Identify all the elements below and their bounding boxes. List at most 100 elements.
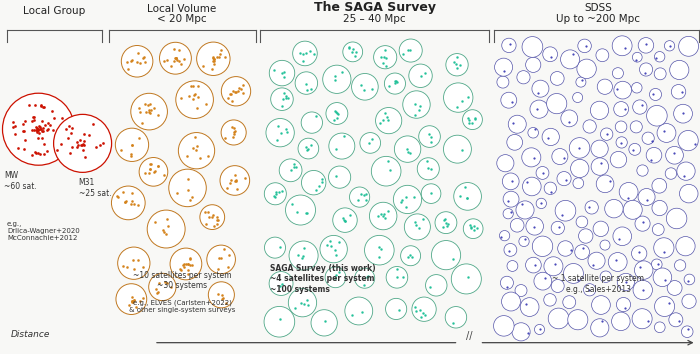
Circle shape bbox=[116, 128, 148, 161]
Circle shape bbox=[678, 131, 698, 151]
Circle shape bbox=[220, 166, 250, 195]
Circle shape bbox=[652, 178, 666, 193]
Circle shape bbox=[266, 119, 294, 147]
Circle shape bbox=[452, 264, 482, 294]
Circle shape bbox=[371, 156, 401, 186]
Circle shape bbox=[617, 297, 631, 312]
Circle shape bbox=[444, 135, 471, 163]
Circle shape bbox=[435, 212, 457, 234]
Circle shape bbox=[632, 52, 642, 62]
Circle shape bbox=[504, 244, 517, 256]
Circle shape bbox=[577, 59, 596, 79]
Circle shape bbox=[544, 182, 556, 194]
Circle shape bbox=[557, 172, 571, 186]
Circle shape bbox=[176, 81, 214, 119]
Circle shape bbox=[563, 296, 575, 309]
Circle shape bbox=[608, 252, 627, 272]
Circle shape bbox=[332, 208, 357, 232]
Circle shape bbox=[532, 80, 549, 97]
Circle shape bbox=[270, 61, 295, 86]
Circle shape bbox=[503, 173, 519, 190]
Circle shape bbox=[588, 252, 605, 269]
Circle shape bbox=[501, 292, 521, 311]
Circle shape bbox=[264, 307, 295, 337]
Circle shape bbox=[271, 88, 293, 110]
Circle shape bbox=[583, 120, 596, 133]
Circle shape bbox=[497, 155, 514, 172]
Circle shape bbox=[551, 221, 564, 235]
Circle shape bbox=[349, 187, 370, 207]
Circle shape bbox=[301, 112, 323, 133]
Circle shape bbox=[684, 274, 695, 285]
Circle shape bbox=[522, 177, 541, 196]
Circle shape bbox=[386, 267, 408, 288]
Circle shape bbox=[500, 230, 510, 241]
Circle shape bbox=[3, 93, 74, 165]
Circle shape bbox=[530, 100, 548, 118]
Circle shape bbox=[632, 309, 652, 329]
Circle shape bbox=[265, 237, 286, 258]
Circle shape bbox=[495, 58, 512, 76]
Circle shape bbox=[596, 175, 614, 193]
Circle shape bbox=[528, 127, 538, 138]
Circle shape bbox=[568, 310, 588, 330]
Circle shape bbox=[573, 92, 582, 103]
Circle shape bbox=[640, 63, 652, 76]
Circle shape bbox=[600, 271, 612, 282]
Circle shape bbox=[670, 60, 689, 80]
Circle shape bbox=[197, 42, 230, 75]
Circle shape bbox=[633, 280, 652, 300]
Circle shape bbox=[298, 138, 318, 159]
Circle shape bbox=[295, 72, 318, 94]
Text: Distance: Distance bbox=[10, 330, 50, 339]
Circle shape bbox=[510, 218, 524, 232]
Circle shape bbox=[654, 68, 666, 80]
Circle shape bbox=[139, 158, 168, 186]
Circle shape bbox=[445, 307, 467, 328]
Circle shape bbox=[374, 46, 397, 69]
Circle shape bbox=[507, 135, 523, 150]
Circle shape bbox=[654, 52, 665, 62]
Circle shape bbox=[536, 198, 547, 209]
Text: < 20 Mpc: < 20 Mpc bbox=[158, 15, 206, 24]
Text: e.g.,
Drlica-Wagner+2020
McConnachie+2012: e.g., Drlica-Wagner+2020 McConnachie+201… bbox=[7, 221, 80, 241]
Circle shape bbox=[169, 169, 206, 207]
Circle shape bbox=[666, 147, 683, 164]
Circle shape bbox=[325, 267, 346, 288]
Circle shape bbox=[463, 219, 483, 239]
Circle shape bbox=[320, 235, 347, 263]
Circle shape bbox=[638, 38, 654, 53]
Circle shape bbox=[269, 272, 293, 296]
Circle shape bbox=[221, 120, 246, 145]
Circle shape bbox=[526, 257, 541, 273]
Circle shape bbox=[384, 73, 405, 94]
Circle shape bbox=[393, 185, 421, 213]
Circle shape bbox=[345, 297, 372, 325]
Circle shape bbox=[667, 280, 682, 295]
Circle shape bbox=[584, 284, 596, 296]
Circle shape bbox=[323, 65, 351, 93]
Text: ~ 1 satellite per system
e.g., Sales+2013: ~ 1 satellite per system e.g., Sales+201… bbox=[552, 274, 645, 294]
Circle shape bbox=[647, 105, 667, 126]
Circle shape bbox=[551, 279, 564, 292]
Circle shape bbox=[516, 201, 534, 219]
Circle shape bbox=[573, 178, 584, 189]
Text: M31
~25 sat.: M31 ~25 sat. bbox=[78, 178, 111, 198]
Text: SAGA Survey (this work)
~4 satellites per system
~100 systems: SAGA Survey (this work) ~4 satellites pe… bbox=[270, 264, 375, 293]
Circle shape bbox=[535, 324, 545, 335]
Circle shape bbox=[326, 103, 348, 125]
Circle shape bbox=[637, 165, 648, 176]
Circle shape bbox=[517, 71, 530, 84]
Circle shape bbox=[503, 209, 513, 219]
Circle shape bbox=[665, 168, 677, 179]
Text: ~10 satellites per system
~30 systems: ~10 satellites per system ~30 systems bbox=[133, 271, 231, 290]
Circle shape bbox=[600, 240, 610, 250]
Text: Local Group: Local Group bbox=[23, 6, 85, 16]
Circle shape bbox=[578, 39, 592, 53]
Circle shape bbox=[664, 41, 675, 51]
Circle shape bbox=[522, 36, 543, 57]
Circle shape bbox=[673, 104, 692, 123]
Circle shape bbox=[561, 110, 578, 127]
Text: 25 – 40 Mpc: 25 – 40 Mpc bbox=[343, 15, 406, 24]
Circle shape bbox=[402, 91, 430, 118]
